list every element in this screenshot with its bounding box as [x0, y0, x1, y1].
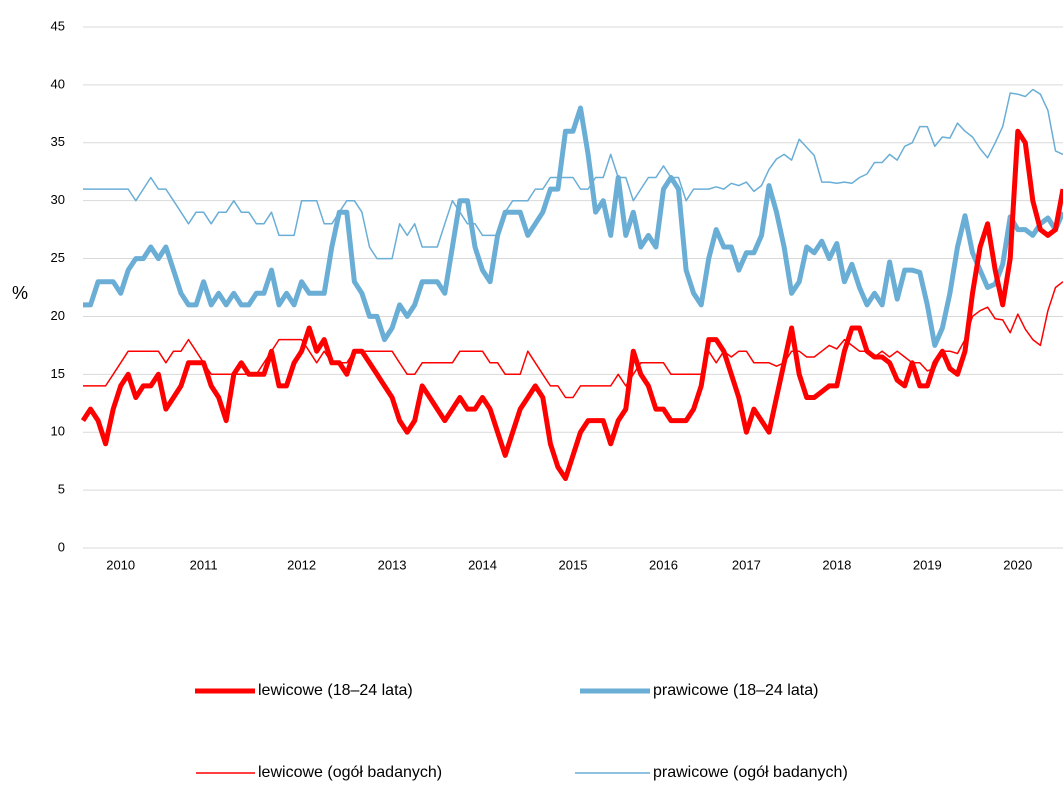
legend-label: lewicowe (18–24 lata): [258, 682, 413, 699]
line: [80, 128, 1063, 481]
legend-label: prawicowe (18–24 lata): [653, 682, 818, 699]
y-axis-label: %: [12, 283, 28, 303]
x-tick-label: 2014: [468, 557, 497, 572]
y-tick-label: 35: [51, 134, 65, 149]
x-tick-label: 2020: [1003, 557, 1032, 572]
y-tick-label: 0: [58, 539, 65, 554]
x-tick-label: 2017: [732, 557, 761, 572]
line: [83, 105, 1063, 348]
x-tick-label: 2010: [106, 557, 135, 572]
y-tick-label: 45: [51, 18, 65, 33]
y-tick-label: 5: [58, 482, 65, 497]
legend-label: prawicowe (ogół badanych): [653, 764, 848, 781]
x-tick-label: 2018: [822, 557, 851, 572]
x-tick-label: 2013: [378, 557, 407, 572]
line: [83, 88, 1063, 260]
y-tick-label: 40: [51, 76, 65, 91]
y-tick-label: 15: [51, 366, 65, 381]
x-tick-label: 2019: [913, 557, 942, 572]
y-tick-label: 20: [51, 308, 65, 323]
legend-label: lewicowe (ogół badanych): [258, 764, 442, 781]
x-tick-label: 2015: [559, 557, 588, 572]
x-tick-label: 2012: [287, 557, 316, 572]
y-tick-label: 10: [51, 424, 65, 439]
y-tick-label: 25: [51, 250, 65, 265]
x-tick-label: 2016: [649, 557, 678, 572]
x-tick-label: 2011: [190, 557, 218, 572]
y-tick-label: 30: [51, 192, 65, 207]
